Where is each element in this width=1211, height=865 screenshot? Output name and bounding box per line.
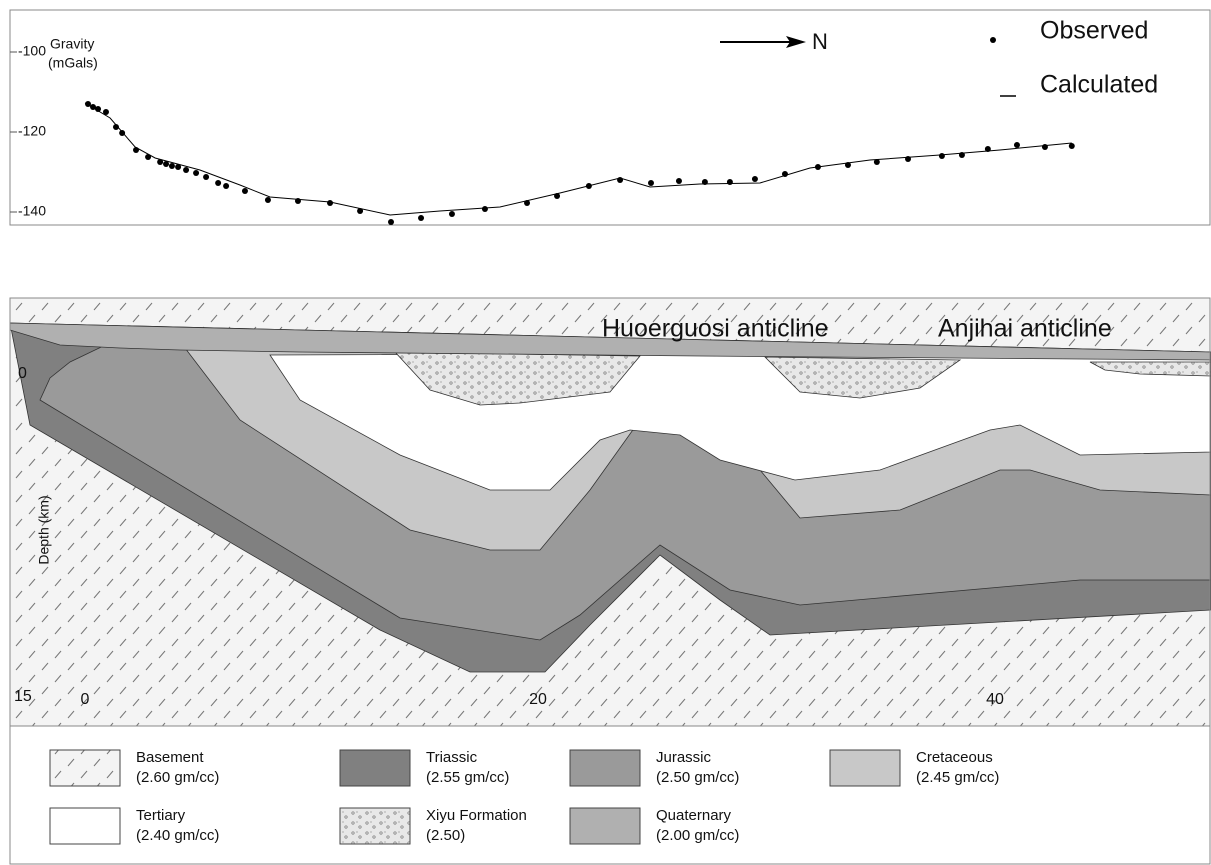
observed-point <box>726 179 733 185</box>
distance-tick-label: 40 <box>986 691 1004 708</box>
y-unit: (mGals) <box>48 55 98 71</box>
observed-point <box>183 167 190 173</box>
xiyu-formation <box>394 351 641 406</box>
legend-swatch <box>49 807 121 845</box>
y-tick-label: -120 <box>18 123 46 139</box>
observed-point <box>418 215 425 221</box>
legend-name: Tertiary <box>136 807 186 824</box>
observed-point <box>215 180 222 186</box>
north-arrowhead <box>786 36 806 48</box>
legend-swatch <box>569 749 641 787</box>
legend-density: (2.00 gm/cc) <box>656 827 739 844</box>
y-label: Gravity <box>50 36 94 52</box>
observed-point <box>241 188 248 194</box>
observed-point <box>647 180 654 186</box>
observed-point <box>193 170 200 176</box>
observed-point <box>357 208 364 214</box>
legend-swatch <box>49 749 121 787</box>
legend-swatch <box>339 807 411 845</box>
observed-point <box>157 159 164 165</box>
legend-density: (2.40 gm/cc) <box>136 827 219 844</box>
quaternary-layer <box>9 322 1211 361</box>
legend-label: Calculated <box>1040 71 1158 99</box>
legend-density: (2.55 gm/cc) <box>426 769 509 786</box>
distance-tick-label: 0 <box>81 691 90 708</box>
y-tick-label: -100 <box>18 43 46 59</box>
legend-name: Triassic <box>426 749 478 766</box>
observed-point <box>481 206 488 212</box>
y-tick-label: -140 <box>18 203 46 219</box>
legend-name: Basement <box>136 749 204 766</box>
legend-swatch <box>569 807 641 845</box>
depth-tick-label: 0 <box>18 365 27 382</box>
legend-density: (2.50) <box>426 827 465 844</box>
observed-point <box>112 124 119 130</box>
observed-point <box>1068 143 1075 149</box>
observed-point <box>387 219 394 225</box>
observed-point <box>327 200 334 206</box>
xiyu-formation <box>1089 361 1211 377</box>
observed-point <box>175 164 182 170</box>
observed-point <box>119 130 126 136</box>
depth-label: Depth (km) <box>36 495 52 564</box>
observed-point <box>264 197 271 203</box>
annotation: Huoerguosi anticline <box>602 315 829 343</box>
observed-point <box>448 211 455 217</box>
observed-point <box>95 106 102 112</box>
legend-name: Cretaceous <box>916 749 993 766</box>
legend-density: (2.45 gm/cc) <box>916 769 999 786</box>
distance-tick-label: 20 <box>529 691 547 708</box>
legend-swatch <box>339 749 411 787</box>
observed-point <box>203 174 210 180</box>
legend-swatch <box>829 749 901 787</box>
legend-dot <box>990 37 996 43</box>
depth-tick-label: 15 <box>14 688 32 705</box>
observed-point <box>938 153 945 159</box>
legend-label: Observed <box>1040 17 1148 45</box>
legend-name: Xiyu Formation <box>426 807 527 824</box>
observed-point <box>751 176 758 182</box>
observed-point <box>675 178 682 184</box>
observed-point <box>223 183 230 189</box>
legend-density: (2.60 gm/cc) <box>136 769 219 786</box>
gravity-plot: -140 -120 -100 <box>10 43 1075 225</box>
xiyu-formation <box>764 356 962 399</box>
north-label: N <box>812 29 828 54</box>
observed-point <box>102 109 109 115</box>
legend-name: Jurassic <box>656 749 712 766</box>
observed-point <box>873 159 880 165</box>
observed-point <box>1013 142 1020 148</box>
legend-density: (2.50 gm/cc) <box>656 769 739 786</box>
gravity-frame <box>9 9 1211 226</box>
observed-point <box>163 161 170 167</box>
calculated-line <box>84 102 1072 216</box>
annotation: Anjihai anticline <box>938 315 1112 343</box>
legend: Basement (2.60 gm/cc) Triassic (2.55 gm/cc)… <box>49 749 999 845</box>
observed-point <box>1041 144 1048 150</box>
legend-name: Quaternary <box>656 807 732 824</box>
observed-point <box>168 163 175 169</box>
